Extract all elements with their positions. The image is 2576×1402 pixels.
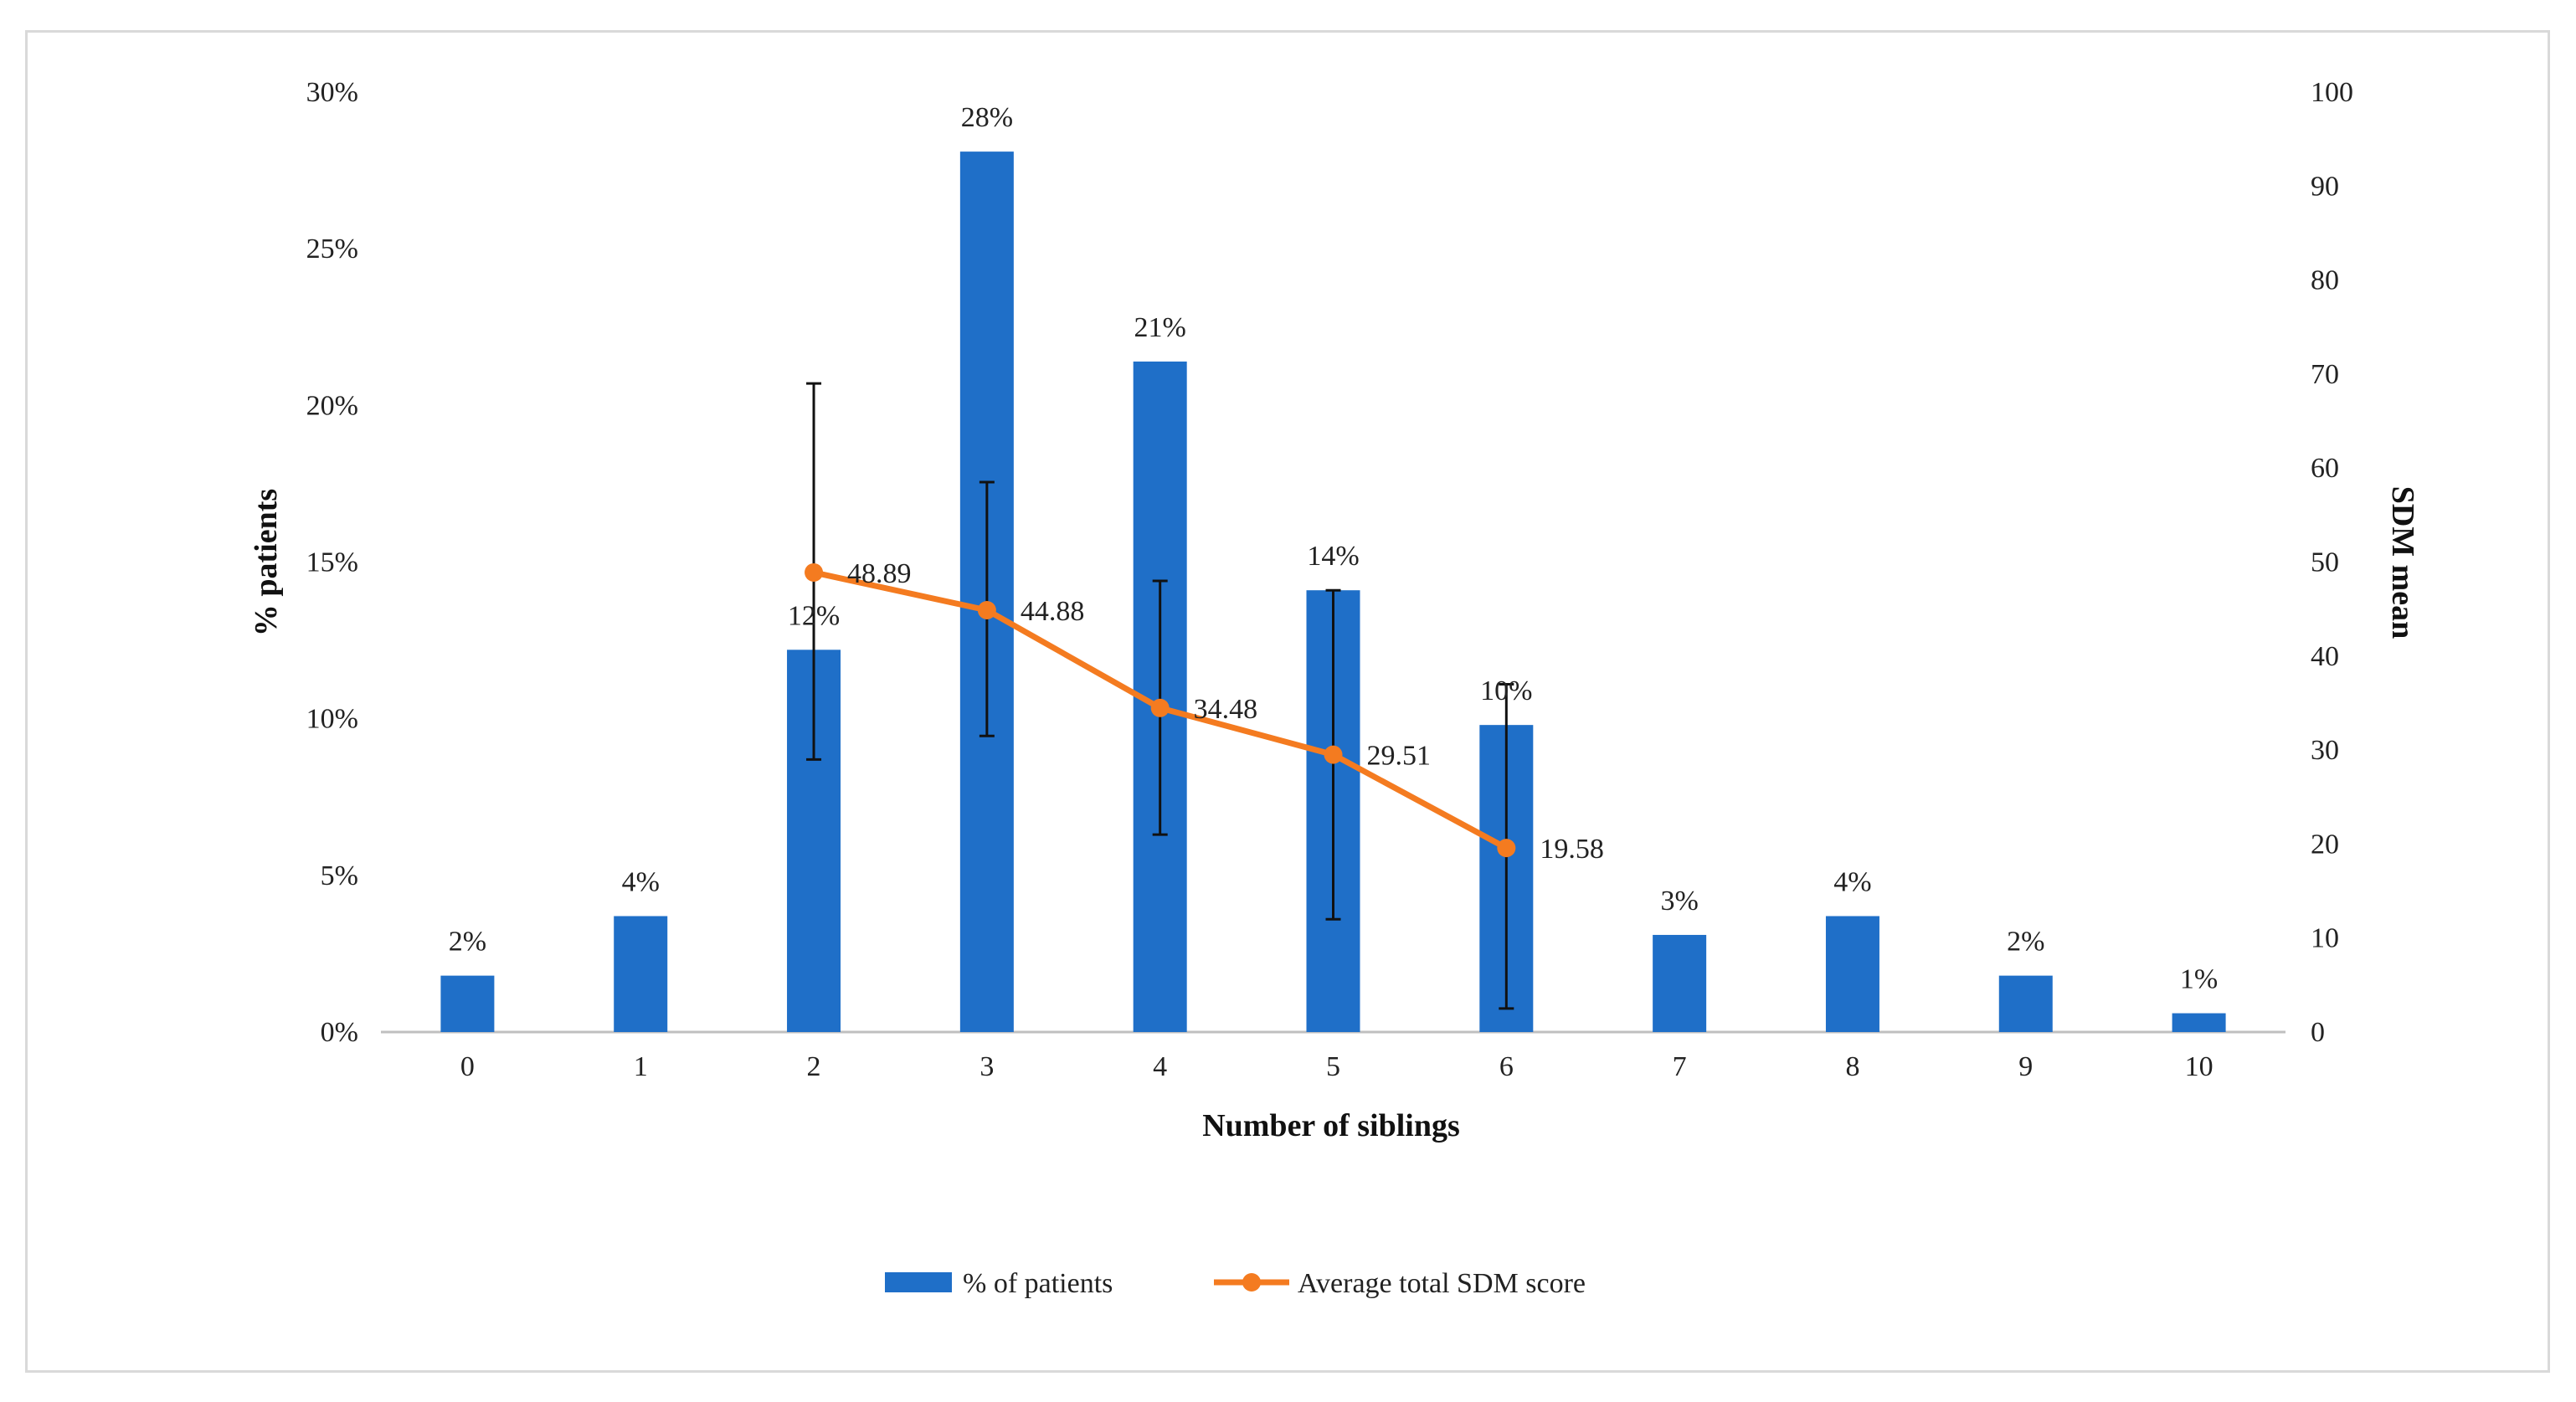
bar-label: 4%: [622, 866, 660, 897]
bar-label: 4%: [1833, 866, 1871, 897]
y-tick-label: 15%: [306, 547, 358, 578]
x-axis-title: Number of siblings: [1202, 1108, 1460, 1143]
y2-tick-label: 10: [2311, 923, 2339, 954]
y2-tick-label: 30: [2311, 735, 2339, 766]
x-tick-label: 1: [634, 1051, 648, 1082]
sdm-point-label: 19.58: [1540, 834, 1604, 865]
y2-tick-label: 0: [2311, 1017, 2325, 1048]
sdm-point: [1497, 839, 1516, 858]
x-tick-label: 2: [807, 1051, 821, 1082]
y2-tick-label: 80: [2311, 265, 2339, 296]
chart-frame: [25, 30, 2550, 1373]
y2-tick-label: 70: [2311, 359, 2339, 390]
y-tick-label: 30%: [306, 77, 358, 108]
y2-axis-title: SDM mean: [2385, 486, 2420, 639]
x-tick-label: 6: [1499, 1051, 1514, 1082]
y-tick-label: 20%: [306, 390, 358, 421]
bar-label: 3%: [1660, 886, 1698, 917]
bar-label: 14%: [1307, 541, 1359, 572]
x-tick-label: 9: [2018, 1051, 2033, 1082]
y-tick-label: 25%: [306, 234, 358, 264]
sdm-point-label: 48.89: [847, 558, 911, 589]
bar: [1653, 934, 1707, 1032]
bar: [1825, 916, 1879, 1032]
x-tick-label: 3: [979, 1051, 994, 1082]
bar: [1998, 975, 2053, 1032]
sdm-point-label: 44.88: [1021, 596, 1085, 627]
bar-label: 1%: [2180, 964, 2218, 995]
x-tick-label: 7: [1673, 1051, 1687, 1082]
sdm-point-label: 34.48: [1194, 694, 1258, 725]
line-layer: [805, 562, 1516, 858]
legend-swatch-bar: [885, 1272, 952, 1292]
bar-label: 2%: [449, 927, 486, 958]
y-axis-title: % patients: [249, 489, 284, 636]
sdm-point: [805, 562, 824, 582]
axes-layer: 0%5%10%15%20%25%30%010203040506070809010…: [306, 77, 2353, 1082]
y2-tick-label: 40: [2311, 641, 2339, 672]
legend-label-patients: % of patients: [963, 1268, 1113, 1299]
bar-label: 10%: [1480, 675, 1532, 706]
x-tick-label: 0: [460, 1051, 475, 1082]
bar-label: 21%: [1134, 312, 1186, 343]
bar-label: 12%: [788, 600, 840, 631]
y-tick-label: 0%: [321, 1017, 358, 1048]
x-tick-label: 4: [1153, 1051, 1167, 1082]
bar-label: 2%: [2007, 927, 2044, 958]
y-tick-label: 5%: [321, 860, 358, 891]
sdm-point: [977, 600, 996, 619]
x-tick-label: 5: [1326, 1051, 1340, 1082]
bar-label: 28%: [961, 102, 1013, 133]
sdm-point-label: 29.51: [1367, 741, 1432, 772]
bar: [2172, 1013, 2226, 1032]
x-tick-label: 8: [1845, 1051, 1859, 1082]
y2-tick-label: 90: [2311, 171, 2339, 202]
y2-tick-label: 60: [2311, 453, 2339, 484]
y2-tick-label: 50: [2311, 547, 2339, 578]
sdm-point: [1150, 698, 1170, 717]
legend-swatch-marker: [1242, 1273, 1261, 1292]
bar: [440, 975, 495, 1032]
legend-label-sdm: Average total SDM score: [1298, 1268, 1586, 1299]
legend: % of patients Average total SDM score: [885, 1268, 1586, 1299]
sdm-point: [1324, 745, 1343, 764]
y2-tick-label: 20: [2311, 829, 2339, 860]
y2-tick-label: 100: [2311, 77, 2353, 108]
bar: [614, 916, 668, 1032]
labels-layer: 2% 4% 12% 28% 21% 14% 10% 3% 4% 2% 1% 48.89 44.88 34.…: [449, 102, 2219, 994]
y-tick-label: 10%: [306, 704, 358, 735]
x-tick-label: 10: [2185, 1051, 2214, 1082]
